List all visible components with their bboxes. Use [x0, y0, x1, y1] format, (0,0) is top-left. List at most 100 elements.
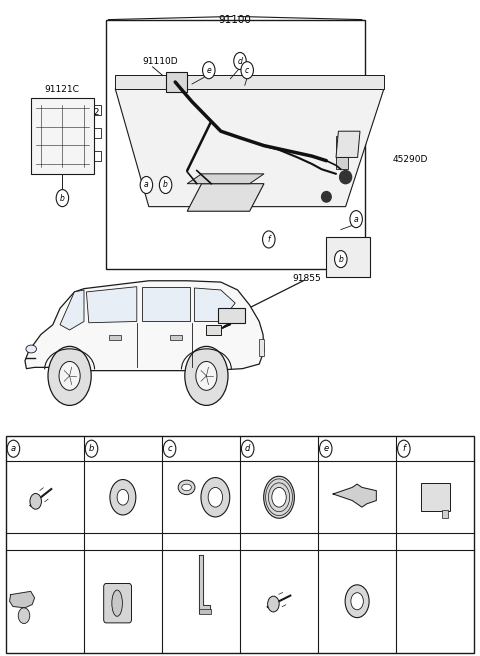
FancyBboxPatch shape [104, 584, 132, 623]
Bar [336, 147, 348, 159]
Text: 13385: 13385 [343, 537, 371, 546]
Circle shape [268, 596, 279, 612]
Circle shape [59, 361, 80, 390]
Circle shape [351, 593, 363, 610]
Bar [336, 136, 348, 148]
Polygon shape [60, 290, 84, 330]
Polygon shape [187, 174, 264, 184]
Polygon shape [199, 555, 210, 613]
Polygon shape [187, 184, 264, 211]
Polygon shape [115, 75, 384, 89]
Bar [106, 20, 365, 269]
Circle shape [185, 346, 228, 405]
Ellipse shape [339, 171, 351, 184]
Text: d: d [238, 56, 242, 66]
Bar [218, 308, 245, 323]
Text: 17301: 17301 [200, 468, 226, 477]
Circle shape [397, 440, 410, 457]
Text: 1141AC: 1141AC [22, 444, 55, 453]
Text: b: b [163, 180, 168, 190]
Circle shape [320, 440, 332, 457]
Circle shape [56, 190, 69, 207]
Text: 45290D: 45290D [392, 155, 428, 164]
Polygon shape [86, 287, 137, 323]
Bar [326, 237, 370, 277]
Text: a: a [354, 215, 359, 224]
Polygon shape [333, 484, 376, 507]
Text: 1140DJ: 1140DJ [264, 537, 295, 546]
Text: 91110D: 91110D [143, 56, 178, 66]
Circle shape [30, 493, 41, 509]
Circle shape [196, 361, 217, 390]
Text: f: f [267, 235, 270, 244]
Polygon shape [194, 288, 235, 321]
Text: 91721: 91721 [256, 444, 283, 453]
Text: 99689: 99689 [412, 444, 439, 453]
Text: 91121C: 91121C [45, 85, 80, 94]
Text: b: b [338, 255, 343, 264]
Text: 91100: 91100 [219, 15, 252, 25]
Text: 91482: 91482 [71, 108, 99, 117]
Circle shape [264, 476, 294, 518]
Bar [259, 339, 264, 356]
Ellipse shape [112, 590, 122, 617]
Circle shape [110, 480, 136, 515]
Circle shape [272, 487, 286, 507]
Ellipse shape [178, 480, 195, 495]
Polygon shape [115, 89, 384, 207]
Text: d: d [245, 444, 251, 453]
Circle shape [201, 478, 230, 517]
Circle shape [140, 176, 153, 194]
Bar [170, 335, 182, 340]
Text: 1030AD: 1030AD [106, 537, 140, 546]
Text: e: e [206, 66, 211, 75]
Circle shape [345, 585, 369, 618]
Text: e: e [323, 444, 328, 453]
Polygon shape [336, 131, 360, 157]
Text: a: a [144, 180, 149, 190]
Polygon shape [25, 281, 264, 371]
Bar [109, 335, 121, 340]
Bar [199, 609, 211, 614]
Text: f: f [402, 444, 405, 453]
Circle shape [48, 346, 91, 405]
Text: 67B11: 67B11 [187, 537, 215, 546]
Bar [336, 157, 348, 169]
Text: 91112: 91112 [334, 444, 361, 453]
Bar [166, 72, 187, 92]
Text: 1338AC: 1338AC [100, 444, 133, 453]
Text: b: b [60, 194, 65, 203]
Ellipse shape [26, 345, 36, 353]
Circle shape [159, 176, 172, 194]
Circle shape [7, 440, 20, 457]
Polygon shape [142, 287, 190, 321]
Text: 25626C: 25626C [12, 552, 43, 562]
Bar [6, 436, 474, 653]
Circle shape [208, 487, 223, 507]
Circle shape [241, 440, 254, 457]
Circle shape [263, 231, 275, 248]
Text: a: a [11, 444, 16, 453]
Circle shape [117, 489, 129, 505]
Circle shape [163, 440, 176, 457]
Circle shape [18, 607, 30, 623]
Circle shape [350, 211, 362, 228]
Bar [31, 98, 94, 174]
Text: 91855: 91855 [293, 274, 322, 283]
Text: c: c [245, 66, 249, 75]
Circle shape [241, 62, 253, 79]
Circle shape [335, 251, 347, 268]
Bar [206, 325, 221, 335]
Bar [443, 510, 448, 518]
Text: c: c [168, 444, 172, 453]
Ellipse shape [322, 192, 331, 202]
FancyBboxPatch shape [421, 483, 450, 511]
Circle shape [203, 62, 215, 79]
Ellipse shape [182, 484, 192, 491]
Polygon shape [10, 592, 35, 607]
Text: 91855F: 91855F [191, 476, 221, 485]
Text: b: b [89, 444, 94, 453]
Circle shape [234, 52, 246, 70]
Circle shape [85, 440, 98, 457]
Text: 1338AC: 1338AC [12, 640, 43, 649]
